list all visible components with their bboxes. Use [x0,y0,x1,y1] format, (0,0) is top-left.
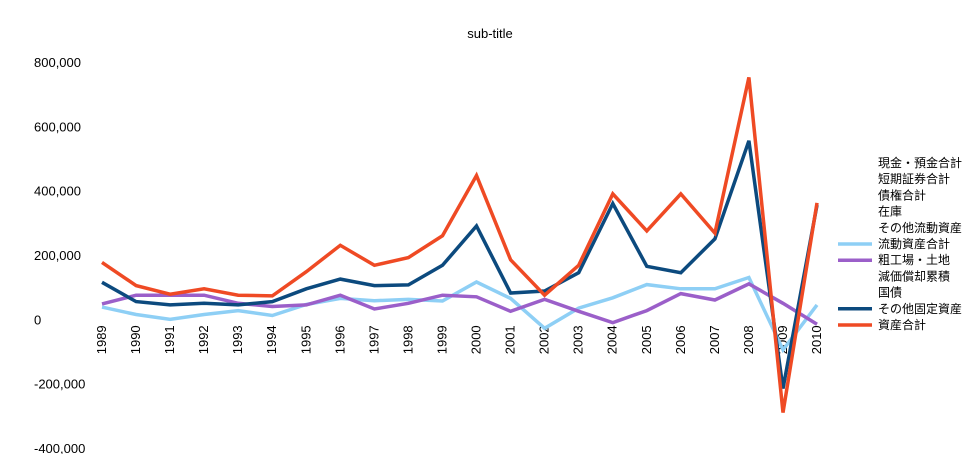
x-tick-label: 1993 [230,325,245,354]
x-tick-label: 2000 [469,325,484,354]
x-tick-label: 1998 [400,325,415,354]
legend-label: その他固定資産 [878,301,962,316]
legend-label: 粗工場・土地 [878,253,950,267]
y-tick-label: -400,000 [34,441,85,454]
y-tick-label: 400,000 [34,184,81,199]
legend-item: その他固定資産 [838,301,962,316]
x-tick-label: 1992 [196,325,211,354]
series-line [101,275,819,354]
y-tick-label: -200,000 [34,377,85,392]
x-tick-label: 2002 [537,325,552,354]
x-tick-label: 1995 [298,325,313,354]
y-tick-label: 800,000 [34,55,81,70]
legend-label: 在庫 [878,205,902,219]
series-lines [101,77,819,413]
series-line [101,77,819,413]
x-tick-label: 2005 [639,325,654,354]
y-tick-label: 0 [34,312,41,327]
legend-item: 粗工場・土地 [838,253,950,267]
x-tick-label: 2003 [571,325,586,354]
legend-label: 国債 [878,285,902,300]
y-axis: 800,000 600,000 400,000 200,000 0 -200,000 -40… [34,55,85,454]
x-tick-label: 2007 [707,325,722,354]
legend-item: 資産合計 [838,317,926,332]
legend-label: 資産合計 [878,317,926,332]
legend-item: 短期証券合計 [878,171,950,186]
legend: 現金・預金合計短期証券合計債権合計在庫その他流動資産流動資産合計粗工場・土地減価… [838,155,962,332]
legend-item: 流動資産合計 [838,236,950,251]
x-tick-label: 2006 [673,325,688,354]
legend-label: 減価償却累積 [878,268,950,283]
y-tick-label: 200,000 [34,248,81,263]
legend-item: 債権合計 [878,187,926,202]
series-line [101,140,819,389]
y-tick-label: 600,000 [34,119,81,134]
legend-label: その他流動資産 [878,220,962,235]
x-tick-label: 1989 [94,325,109,354]
legend-item: 減価償却累積 [878,268,950,283]
legend-label: 流動資産合計 [878,236,950,251]
legend-item: 在庫 [878,205,902,219]
x-tick-label: 2010 [809,325,824,354]
x-tick-label: 2004 [605,325,620,354]
legend-label: 現金・預金合計 [878,155,962,170]
x-tick-label: 1991 [162,325,177,354]
x-tick-label: 2008 [741,325,756,354]
x-tick-label: 1999 [435,325,450,354]
legend-item: その他流動資産 [878,220,962,235]
chart-title: sub-title [467,26,513,41]
x-tick-label: 2001 [503,325,518,354]
x-tick-label: 1997 [366,325,381,354]
legend-item: 現金・預金合計 [878,155,962,170]
legend-label: 短期証券合計 [878,171,950,186]
x-tick-label: 1990 [128,325,143,354]
legend-item: 国債 [878,285,902,300]
x-tick-label: 1996 [332,325,347,354]
series-line [101,281,818,326]
x-tick-label: 1994 [264,325,279,354]
x-axis: 1989 1990 1991 1992 1993 1994 1995 1996 1997 1998… [94,325,824,354]
legend-label: 債権合計 [878,187,926,202]
